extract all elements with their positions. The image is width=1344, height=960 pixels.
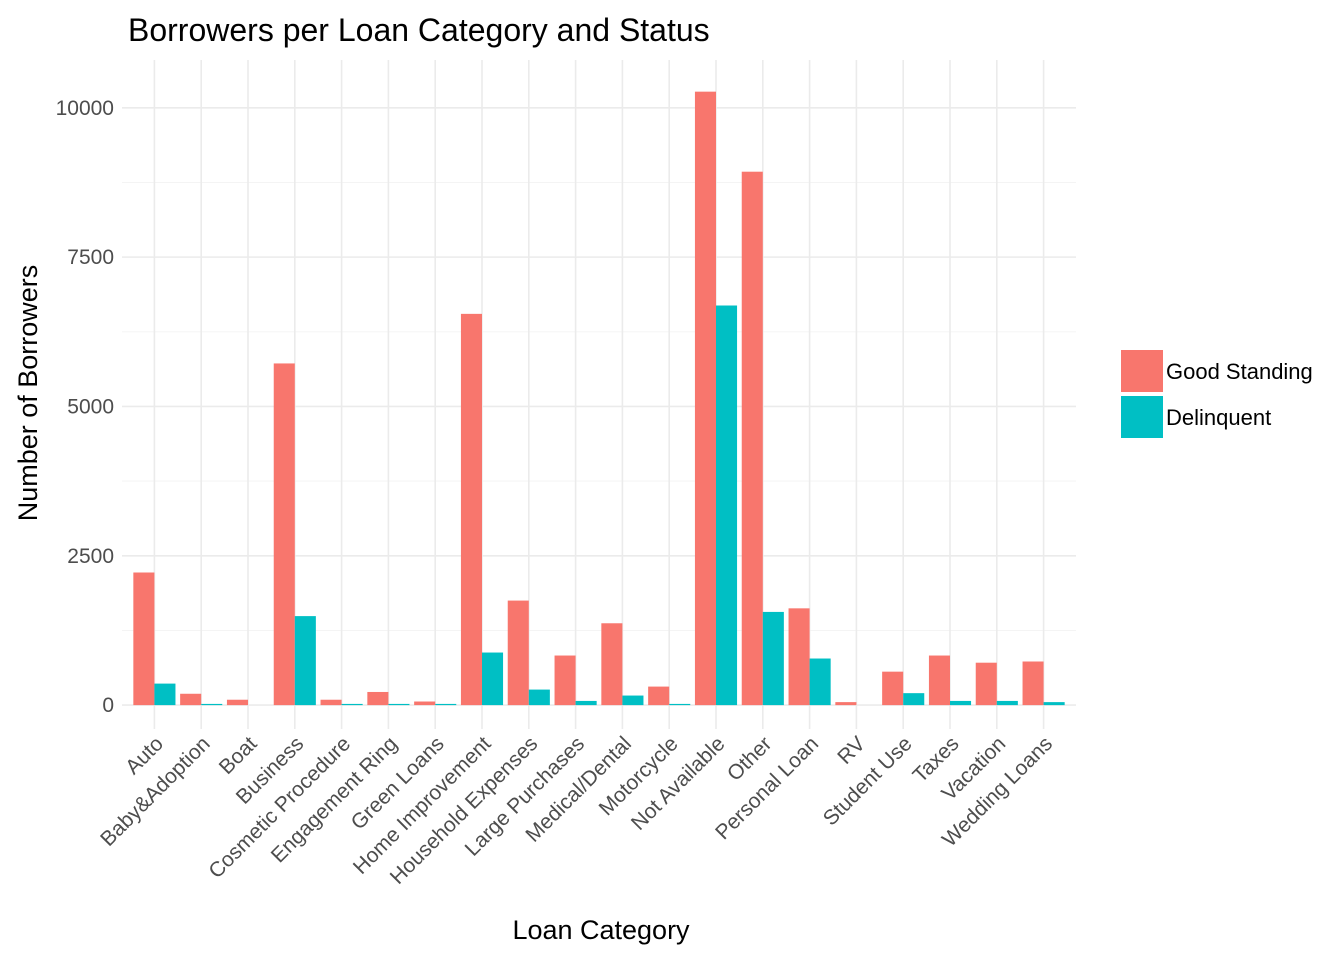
y-tick-label: 5000 [67,395,114,418]
bar [133,572,155,706]
x-axis-title: Loan Category [512,915,690,945]
y-tick-label: 7500 [67,246,114,269]
bar [273,363,295,706]
bar [648,686,670,706]
legend-key [1121,396,1163,438]
y-tick-label: 10000 [56,97,114,120]
bar [996,700,1018,706]
bar [835,702,857,706]
bar [622,695,644,706]
bar [1022,661,1044,706]
bar [435,703,457,706]
bar [950,700,972,706]
bar [882,671,904,706]
bar [788,608,810,706]
legend-label: Good Standing [1166,359,1313,384]
bar [1043,702,1065,706]
y-axis-ticks: 0 2500 5000 7500 10000 [56,97,114,717]
y-tick-label: 2500 [67,545,114,568]
legend-key [1121,350,1163,392]
x-tick-label: RV [833,732,870,769]
bar [716,305,738,706]
bar [669,703,691,706]
bar [694,91,716,706]
y-tick-label: 0 [102,694,114,717]
bar [507,600,529,706]
bar [154,683,176,706]
bars [133,91,1065,706]
grid-lines [122,60,1076,729]
chart-title: Borrowers per Loan Category and Status [128,12,710,48]
bar [201,703,223,706]
bar [294,616,316,706]
bar [414,701,436,706]
bar [460,313,482,706]
bar [367,691,389,706]
bar [809,658,831,706]
bar [341,703,363,706]
bar [180,693,202,706]
bar [388,703,410,706]
bar [320,699,342,706]
bar [762,611,784,706]
bar [975,662,997,706]
bar [528,689,550,706]
legend: Good Standing Delinquent [1121,350,1313,438]
bar [554,655,576,706]
bar [482,652,504,706]
bar [741,171,763,706]
legend-label: Delinquent [1166,405,1271,430]
bar [575,700,597,706]
bar [601,623,623,706]
bar [928,655,950,706]
bar [903,693,925,706]
bar [226,699,248,706]
y-axis-title: Number of Borrowers [13,265,43,522]
